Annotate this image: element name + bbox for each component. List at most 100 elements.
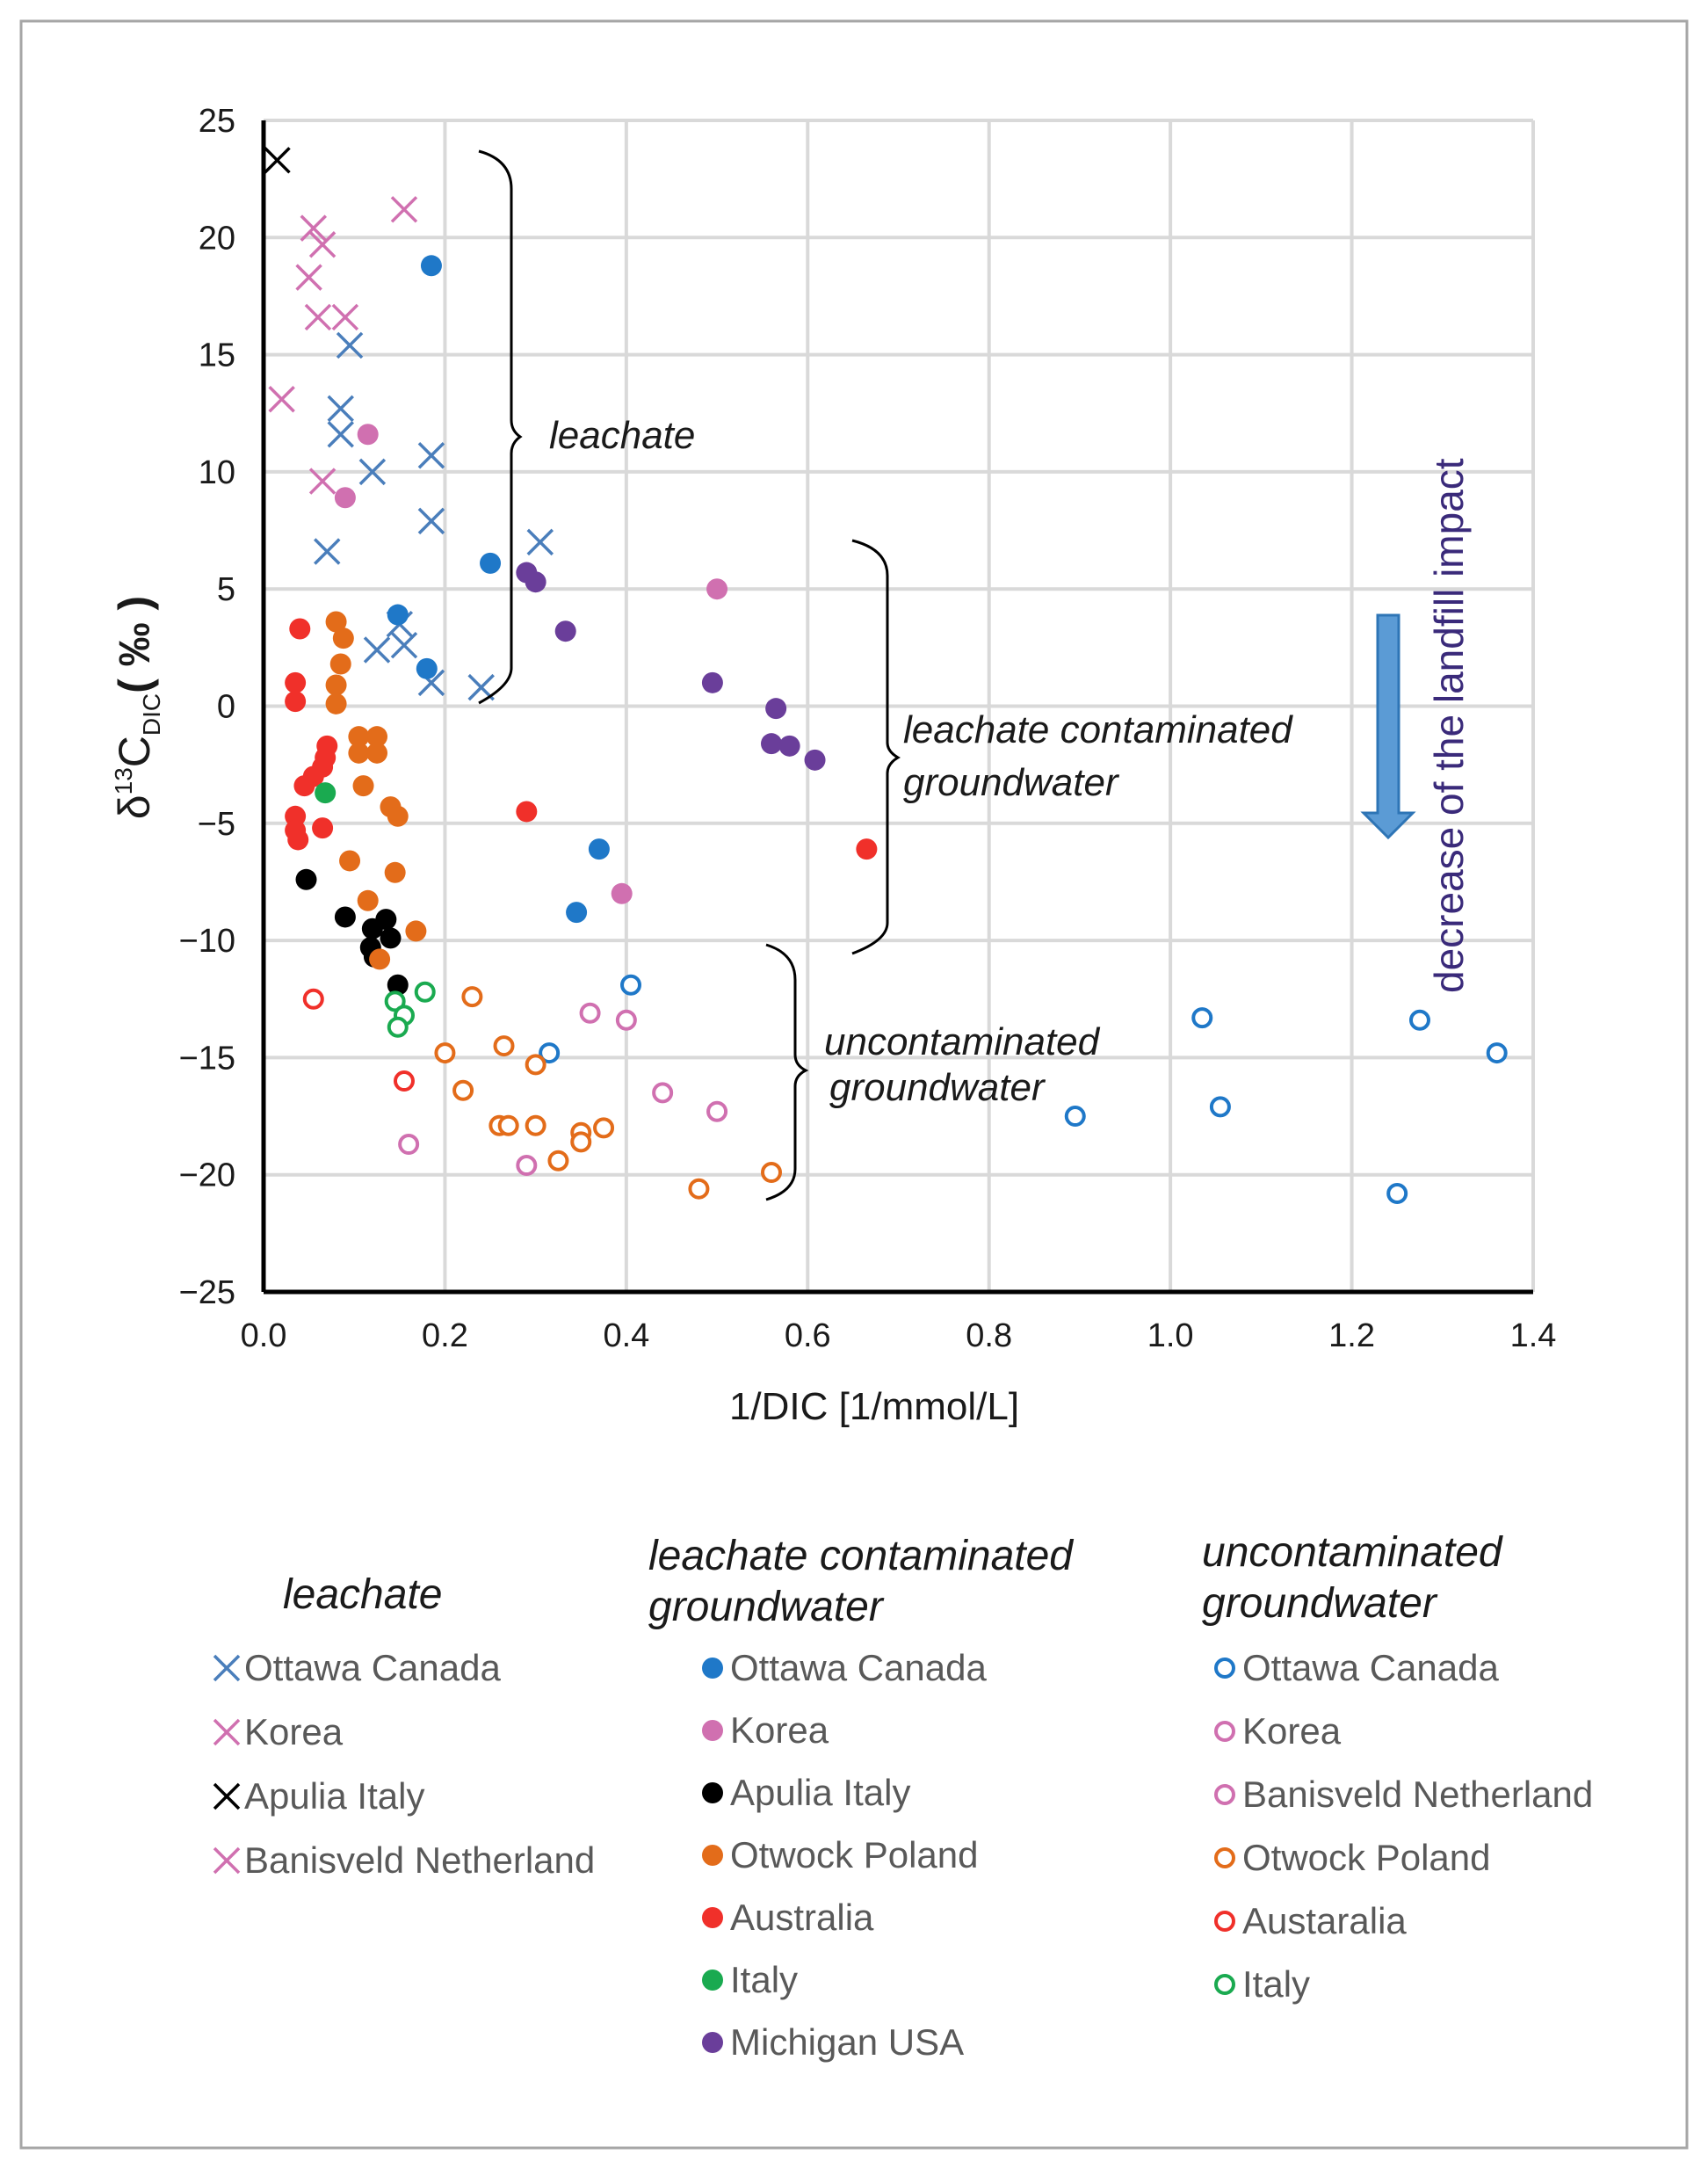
legend-marker <box>702 1720 723 1741</box>
x-tick-label: 1.4 <box>1510 1317 1557 1354</box>
data-point <box>352 775 374 797</box>
data-point <box>547 1150 569 1172</box>
data-point <box>452 1079 474 1101</box>
data-points <box>264 147 1508 1205</box>
legend-title: groundwater <box>648 1584 885 1630</box>
data-point <box>314 538 341 565</box>
legend-marker <box>1214 1658 1235 1679</box>
figure-frame <box>19 19 1689 2150</box>
leachate-brace <box>478 149 523 705</box>
data-point <box>295 264 322 291</box>
data-point <box>701 671 723 693</box>
data-point <box>497 1114 519 1136</box>
data-point <box>516 1155 538 1177</box>
legend-marker <box>213 1718 241 1746</box>
data-point <box>1486 1042 1508 1064</box>
legend-marker <box>702 1907 723 1928</box>
data-point <box>417 507 445 535</box>
data-point <box>778 735 800 757</box>
leachate-annotation: leachate <box>549 414 695 457</box>
data-point <box>327 395 354 423</box>
legend-label: Ottawa Canada <box>244 1647 501 1688</box>
data-point <box>804 749 826 771</box>
data-point <box>285 691 307 713</box>
data-point <box>526 528 554 556</box>
y-label-sup: 13 <box>110 767 137 794</box>
legend-title: leachate <box>283 1571 442 1618</box>
data-point <box>525 1114 546 1136</box>
data-point <box>761 733 782 755</box>
legend-marker <box>702 2032 723 2053</box>
data-point <box>615 1009 637 1031</box>
data-point <box>264 147 291 174</box>
uncontaminated-annotation-line2: groundwater <box>829 1066 1046 1109</box>
data-point <box>348 726 370 748</box>
data-point <box>579 1002 601 1024</box>
y-tick-label: 10 <box>199 454 235 491</box>
data-point <box>1386 1183 1408 1205</box>
data-point <box>416 657 438 679</box>
data-point <box>289 618 311 640</box>
axes <box>261 120 1533 1295</box>
y-tick-label: −5 <box>198 806 235 843</box>
arrow-annotation: decrease of the landfill impact <box>1426 458 1472 993</box>
legend-marker <box>213 1782 241 1810</box>
data-point <box>339 850 361 872</box>
data-point <box>387 974 409 996</box>
contaminated-brace <box>851 539 901 955</box>
x-tick-label: 0.0 <box>241 1317 287 1354</box>
data-point <box>620 974 642 996</box>
y-tick-label: 25 <box>199 103 235 140</box>
data-point <box>312 817 334 839</box>
y-axis-label: δ13CDIC( ‰ ) <box>110 596 165 819</box>
data-point <box>287 829 309 851</box>
x-tick-label: 0.8 <box>966 1317 1012 1354</box>
legend-title: groundwater <box>1202 1580 1438 1627</box>
data-point <box>1209 1096 1231 1118</box>
data-point <box>304 303 332 331</box>
tick-labels: 0.0 0.2 0.4 0.6 0.8 1.0 1.2 1.4 25 20 15 10 5 0 −5 −10 −… <box>179 103 1557 1354</box>
y-label-c: C <box>110 736 159 767</box>
legend-marker <box>702 1782 723 1803</box>
data-point <box>308 468 337 495</box>
data-point <box>398 1134 420 1156</box>
data-point <box>1191 1007 1213 1029</box>
data-point <box>293 775 315 797</box>
data-point <box>390 196 418 223</box>
y-tick-label: 5 <box>217 571 235 608</box>
data-point <box>325 611 347 633</box>
data-point <box>348 742 370 764</box>
data-point <box>363 636 391 664</box>
data-point <box>414 981 436 1003</box>
x-axis-label: 1/DIC [1/mmol/L] <box>729 1385 1019 1428</box>
data-point <box>268 386 295 413</box>
data-point <box>387 1016 409 1038</box>
legend-title: leachate contaminated <box>648 1533 1074 1579</box>
data-point <box>334 487 356 509</box>
data-point <box>357 424 379 446</box>
y-label-unit: ( ‰ ) <box>110 596 159 693</box>
x-tick-label: 1.2 <box>1328 1317 1375 1354</box>
data-point <box>300 214 328 242</box>
data-point <box>525 571 546 593</box>
data-point <box>332 627 354 649</box>
uncontaminated-brace <box>765 943 809 1201</box>
contaminated-annotation-line2: groundwater <box>903 761 1120 804</box>
y-tick-label: 20 <box>199 220 235 257</box>
data-point <box>325 693 347 715</box>
data-point <box>417 442 445 469</box>
legend-label: Ottawa Canada <box>1242 1647 1499 1688</box>
legend-label: Apulia Italy <box>730 1772 910 1813</box>
data-point <box>366 742 388 764</box>
data-point <box>375 909 397 931</box>
data-point <box>302 988 324 1010</box>
data-point <box>570 1131 592 1153</box>
data-point <box>327 421 354 448</box>
data-point <box>325 674 347 696</box>
legend-marker <box>213 1846 241 1875</box>
legend-label: Korea <box>244 1711 344 1752</box>
data-point <box>765 698 787 720</box>
data-point <box>285 671 307 693</box>
data-point <box>1064 1106 1086 1128</box>
